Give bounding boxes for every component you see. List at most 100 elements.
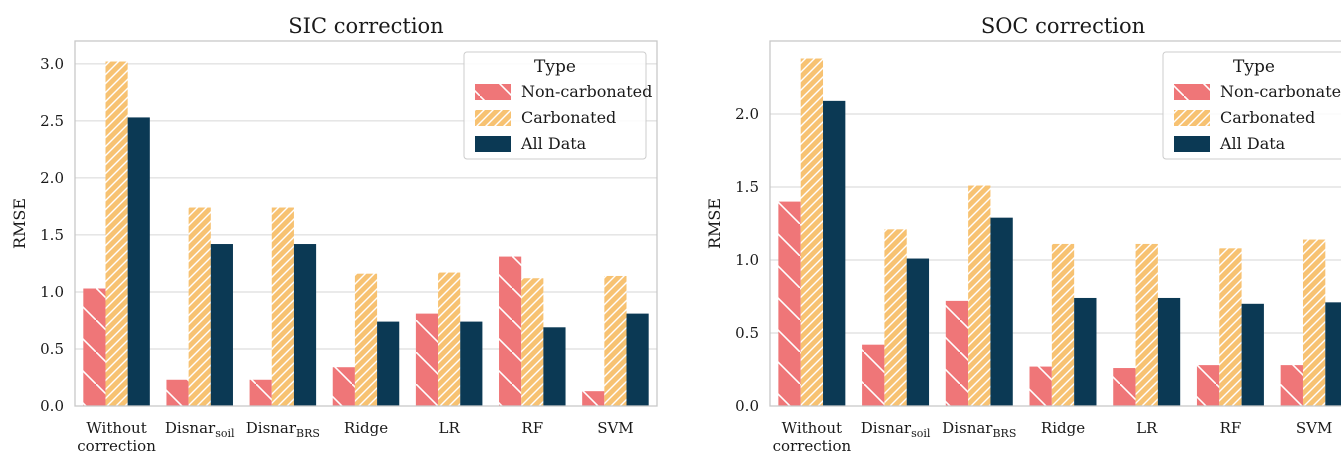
bar-carbonated [438,272,461,406]
bar-non-carbonated [1196,365,1220,406]
legend-swatch-all-data [1174,136,1210,152]
y-tick-label: 0.5 [40,340,64,358]
bar-non-carbonated [1280,365,1303,406]
x-tick-label-line2: correction [773,437,852,454]
bar-non-carbonated [249,379,272,406]
x-tick-label-main: SVM [597,419,633,437]
x-tick-label-main: LR [1136,419,1158,437]
x-tick-label: SVM [597,419,633,437]
x-tick-label-main: RF [1220,419,1242,437]
bar-carbonated [604,275,627,406]
x-tick-label: Ridge [344,419,388,437]
bar-carbonated [354,273,378,406]
x-tick-label: Disnarsoil [861,419,931,440]
x-tick-label-subscript: BRS [992,427,1016,440]
y-tick-label: 0.0 [735,397,759,415]
y-tick-label: 1.5 [735,178,759,196]
bar-carbonated [1051,243,1075,406]
bar-non-carbonated [83,288,106,406]
bar-all-data [460,321,483,406]
x-tick-label-main: RF [521,419,543,437]
bar-carbonated [188,207,211,406]
bar-non-carbonated [778,201,801,406]
bar-all-data [1157,297,1181,406]
bar-carbonated [800,58,824,407]
soc-correction-panel: SOC correction 0.0 0.5 1.0 1.5 2.0 RMSE Without… [705,14,1341,454]
y-tick-label: 2.5 [40,112,64,130]
bar-all-data [906,258,930,406]
bar-all-data [990,217,1013,406]
bar-carbonated [884,229,907,406]
legend-swatch-carbonated [475,110,511,126]
x-tick-label-main: Disnar [246,419,297,437]
x-tick-label: Without [86,419,146,437]
y-axis-label: RMSE [705,198,724,249]
bar-non-carbonated [415,313,439,406]
bar-non-carbonated [945,300,969,406]
x-tick-label-subscript: soil [215,427,235,440]
legend-box [1162,51,1341,160]
x-tick-label-main: LR [439,419,461,437]
x-tick-label: RF [1220,419,1242,437]
bar-all-data [626,313,649,406]
y-tick-label: 3.0 [40,55,64,73]
bar-all-data [1325,302,1341,406]
legend-title: Type [534,57,576,77]
bar-non-carbonated [332,367,355,406]
x-tick-label-main: Ridge [1041,419,1085,437]
x-tick-label-main: Ridge [344,419,388,437]
bar-non-carbonated [499,256,522,406]
legend-label-non-carbonated: Non-carbonated [1220,82,1341,101]
legend-label-all-data: All Data [520,134,587,153]
legend-label-carbonated: Carbonated [521,108,616,127]
x-tick-label: DisnarBRS [246,419,320,440]
y-tick-label: 0.5 [735,324,759,342]
x-tick-label: Without [782,419,842,437]
x-tick-label: LR [1136,419,1158,437]
legend: Type Non-carbonated Carbonated All Data [463,51,652,160]
sic-correction-panel: SIC correction 0.0 0.5 1.0 1.5 2.0 2.5 3.0 RMSE W… [10,14,658,454]
bar-all-data [127,117,150,406]
legend-swatch-non-carbonated [1174,84,1210,100]
legend-title: Type [1233,57,1275,77]
bar-all-data [377,321,400,406]
bar-non-carbonated [862,344,885,406]
legend-swatch-carbonated [1174,110,1210,126]
bar-carbonated [968,185,991,406]
x-tick-label: Ridge [1041,419,1085,437]
y-tick-label: 1.5 [40,226,64,244]
x-tick-label: SVM [1296,419,1332,437]
y-tick-label: 2.0 [40,169,64,187]
x-tick-label-main: Disnar [942,419,993,437]
x-tick-label: LR [439,419,461,437]
y-axis-label: RMSE [10,198,29,249]
bar-all-data [543,327,566,406]
bar-carbonated [1219,248,1242,406]
x-tick-label-subscript: BRS [296,427,320,440]
bar-non-carbonated [1029,366,1052,406]
legend-box [463,51,647,160]
bar-all-data [210,244,233,406]
bar-all-data [1241,303,1264,406]
plot-frame [769,40,1341,407]
bar-all-data [1074,297,1097,406]
y-tick-label: 1.0 [735,251,759,269]
legend-label-non-carbonated: Non-carbonated [521,82,652,101]
legend-swatch-all-data [475,136,511,152]
legend-swatch-non-carbonated [475,84,511,100]
chart-title: SIC correction [288,14,443,38]
legend-label-all-data: All Data [1219,134,1286,153]
x-tick-label: RF [521,419,543,437]
y-tick-label: 0.0 [40,397,64,415]
y-tick-label: 1.0 [40,283,64,301]
y-tick-label: 2.0 [735,105,759,123]
x-tick-label-main: SVM [1296,419,1332,437]
x-tick-label-subscript: soil [911,427,931,440]
bar-non-carbonated [582,391,605,406]
plot-frame [74,40,658,407]
bar-carbonated [105,61,128,406]
legend-label-carbonated: Carbonated [1220,108,1315,127]
bar-carbonated [521,278,544,406]
bar-non-carbonated [166,379,189,406]
x-tick-label-main: Disnar [165,419,216,437]
